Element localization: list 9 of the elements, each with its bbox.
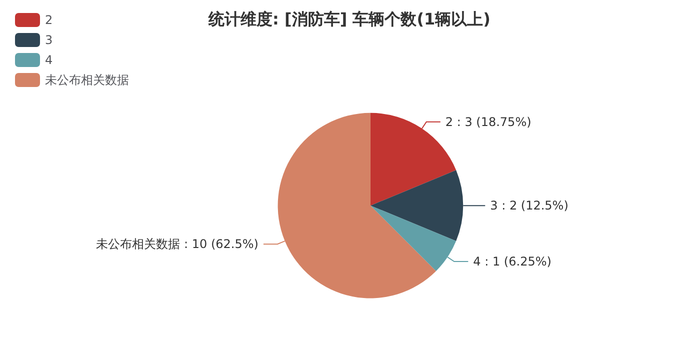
legend-label: 3 — [45, 33, 53, 47]
data-label: 4 : 1 (6.25%) — [473, 254, 552, 268]
legend-label: 2 — [45, 13, 53, 27]
chart-title: 统计维度: [消防车] 车辆个数(1辆以上) — [208, 10, 490, 28]
data-label: 3 : 2 (12.5%) — [490, 198, 568, 213]
data-label: 未公布相关数据 : 10 (62.5%) — [96, 237, 258, 252]
data-label: 2 : 3 (18.75%) — [445, 114, 532, 129]
legend-label: 4 — [45, 53, 53, 67]
legend-label: 未公布相关数据 — [45, 73, 129, 87]
